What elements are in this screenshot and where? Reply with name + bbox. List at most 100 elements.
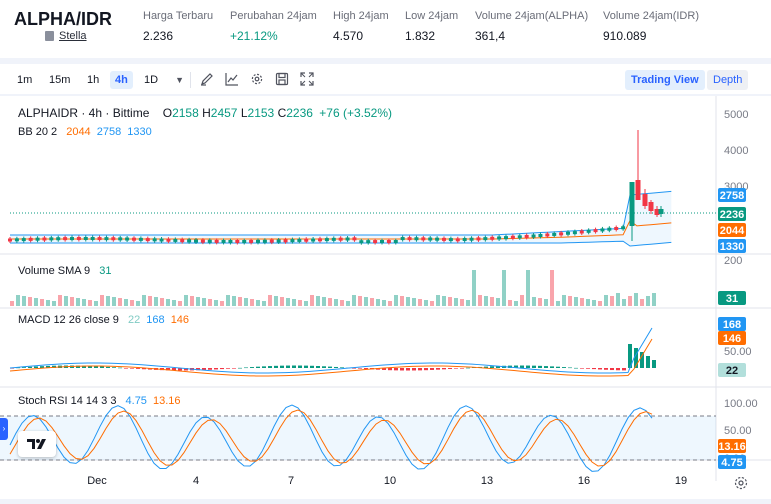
macd-histogram-bar [280,365,284,368]
macd-histogram-bar [604,368,608,370]
candle-body [400,237,405,241]
candle-body [228,239,233,243]
spike-candle-body [635,180,641,200]
spike-candle-body [658,209,664,214]
macd-histogram-bar [538,365,542,368]
volume-bar [550,270,554,306]
macd-histogram-bar [136,368,140,369]
volume-bar [214,300,218,306]
document-icon [45,31,54,41]
volume-bar [262,301,266,306]
volume-bar [190,296,194,306]
candle-body [593,229,598,233]
candle-body [331,237,336,241]
interval-dropdown[interactable]: 1D ▼ [139,71,189,89]
candle-body [42,237,47,241]
stat-label: Low 24jam [405,10,459,22]
tab-trading-view[interactable]: Trading View [625,70,705,90]
timeframe-1h[interactable]: 1h [87,74,100,86]
macd-histogram-bar [430,368,434,370]
candle-body [256,239,260,243]
chart-area[interactable]: 50004000300020050.00100.0050.000.00Dec47… [0,96,771,499]
stat-value: 361,4 [475,29,506,43]
candle-body [352,237,357,241]
volume-bar [40,299,44,306]
macd-histogram-bar [544,366,548,368]
spike-candle-body [629,182,635,226]
expand-panel-button[interactable]: › [0,418,8,440]
volume-bar [532,297,536,306]
volume-bar [310,295,314,306]
candle-body [111,237,116,241]
tradingview-logo[interactable] [18,431,56,457]
macd-histogram-bar [322,366,326,368]
volume-bar [472,270,476,306]
legend-symbol: ALPHAIDR · 4h · Bittime [18,106,150,120]
volume-bar [652,293,656,306]
stat-value: 1.832 [405,29,436,43]
volume-bar [94,301,98,306]
volume-bar [568,296,572,306]
stoch-badge-bg [718,455,746,469]
save-icon[interactable] [273,70,291,88]
macd-histogram-bar [628,344,632,368]
macd-histogram-bar [400,368,404,371]
macd-histogram-bar [634,348,638,368]
volume-bar [130,300,134,306]
exchange-link[interactable]: Stella [45,30,87,42]
macd-histogram-bar [304,365,308,368]
price-badge: 2236 [720,209,744,221]
macd-histogram-bar [274,365,278,368]
ohlc-key: L [240,106,248,120]
chart-canvas[interactable]: 50004000300020050.00100.0050.000.00Dec47… [0,96,771,499]
candle-body [21,238,26,242]
macd-histogram-bar [172,368,176,371]
macd-histogram-bar [568,367,572,369]
settings-gear-icon[interactable] [733,475,749,491]
timeframe-15m[interactable]: 15m [49,74,71,86]
macd-histogram-bar [556,366,560,368]
tab-depth[interactable]: Depth [707,70,749,90]
line-chart-icon[interactable] [223,70,241,88]
volume-bar [520,295,524,306]
volume-bar [292,299,296,306]
macd-badge: 146 [723,333,741,345]
exchange-name: Stella [59,30,87,42]
gear-icon[interactable] [248,70,266,88]
candle-body [579,230,584,234]
volume-bar [76,298,80,306]
pencil-icon[interactable] [198,70,216,88]
candle-body [490,236,495,240]
macd-histogram-bar [184,368,188,371]
fullscreen-icon[interactable] [298,70,316,88]
macd-histogram-bar [424,368,428,371]
macd-histogram-bar [436,368,440,370]
bb-lower-line [10,240,672,247]
timeframe-1m[interactable]: 1m [17,74,33,86]
candle-body [545,233,550,237]
volume-bar [394,295,398,306]
candle-body [435,237,440,241]
candle-body [469,237,474,241]
macd-badge-bg [718,363,746,377]
macd-histogram-bar [34,366,38,368]
candle-body [566,231,570,235]
macd-histogram-bar [22,367,26,368]
volume-bar [136,301,140,306]
volume-bar [460,299,464,306]
ohlc-close: 2236 [286,106,313,120]
candle-body [345,237,350,241]
volume-bar [490,297,494,306]
macd-histogram-bar [220,368,224,370]
macd-histogram-bar [262,366,266,368]
stoch-tick-label: 100.00 [724,398,758,410]
candle-body [524,234,529,238]
volume-bar [112,297,116,306]
candle-body [304,238,309,242]
ohlc-high: 2457 [210,106,238,120]
volume-bar [70,297,74,306]
timeframe-4h[interactable]: 4h [110,71,133,89]
candle-body [97,237,102,241]
macd-histogram-bar [574,367,578,369]
candle-body [497,236,502,240]
